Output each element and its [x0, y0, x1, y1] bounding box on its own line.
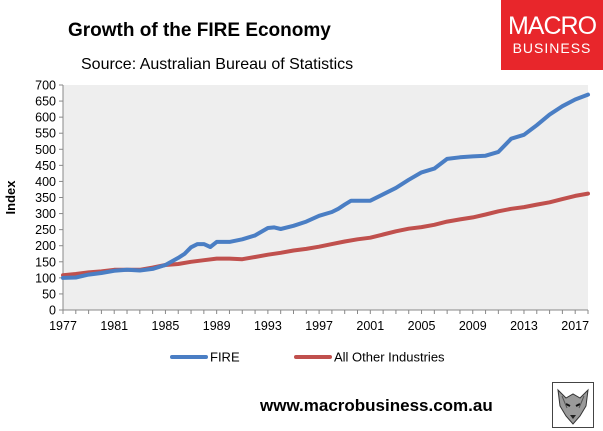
logo-text-business: BUSINESS: [512, 40, 592, 56]
y-tick-label: 0: [49, 304, 56, 318]
y-tick-label: 400: [35, 175, 56, 189]
y-axis-title: Index: [3, 180, 18, 215]
y-tick-label: 350: [35, 191, 56, 205]
chart-title: Growth of the FIRE Economy: [68, 20, 331, 41]
plot-area: [63, 85, 588, 310]
y-tick-label: 450: [35, 159, 56, 173]
x-tick-label: 1997: [305, 319, 333, 333]
footer-url: www.macrobusiness.com.au: [260, 396, 493, 415]
y-tick-label: 100: [35, 271, 56, 285]
y-tick-label: 50: [42, 287, 56, 301]
y-tick-label: 650: [35, 95, 56, 109]
y-tick-label: 300: [35, 207, 56, 221]
x-tick-label: 2001: [356, 319, 384, 333]
y-tick-label: 700: [35, 79, 56, 93]
y-tick-label: 150: [35, 255, 56, 269]
legend-label: FIRE: [210, 350, 240, 365]
y-tick-label: 550: [35, 127, 56, 141]
x-tick-label: 2013: [510, 319, 538, 333]
series-line-fire: [61, 92, 590, 280]
x-tick-label: 1993: [254, 319, 282, 333]
x-tick-label: 1985: [152, 319, 180, 333]
y-tick-label: 500: [35, 143, 56, 157]
x-tick-label: 1981: [100, 319, 128, 333]
legend-label: All Other Industries: [334, 350, 445, 365]
y-tick-label: 600: [35, 111, 56, 125]
x-tick-label: 2009: [459, 319, 487, 333]
y-tick-label: 200: [35, 239, 56, 253]
y-tick-label: 250: [35, 223, 56, 237]
x-tick-label: 1977: [49, 319, 77, 333]
logo-text-macro: MACRO: [507, 12, 597, 40]
x-tick-label: 2005: [408, 319, 436, 333]
wolf-icon: [552, 382, 594, 428]
brand-logo: MACRO BUSINESS: [501, 0, 603, 70]
x-tick-label: 1989: [203, 319, 231, 333]
x-tick-label: 2017: [561, 319, 589, 333]
chart-subtitle: Source: Australian Bureau of Statistics: [81, 56, 354, 73]
